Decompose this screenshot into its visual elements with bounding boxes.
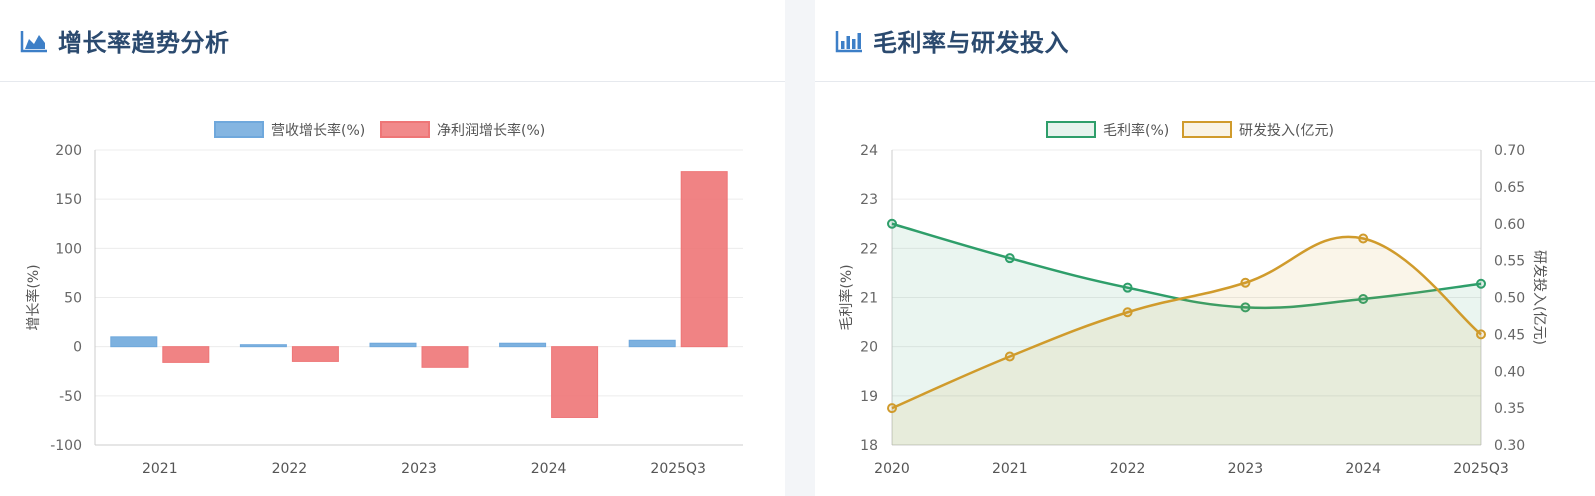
gross-margin-point [1476, 278, 1486, 289]
margin-rd-card: 毛利率与研发投入 毛利率(%) 研发投入(亿元) 24 23 22 21 20 19 18 0.7… [815, 0, 1595, 496]
y-tick-label: 21 [860, 291, 878, 307]
card-header: 毛利率与研发投入 [815, 0, 1595, 82]
y-tick-label: 19 [860, 389, 878, 405]
y-tick-label: 50 [64, 291, 82, 307]
page-title: 增长率趋势分析 [58, 29, 230, 57]
gross-margin-point [1122, 282, 1133, 293]
gross-margin-point [887, 218, 897, 229]
x-tick-label: 2023 [401, 461, 437, 477]
y-right-tick-label: 0.65 [1494, 180, 1525, 196]
rd-investment-point [1476, 329, 1486, 340]
y-right-tick-label: 0.40 [1494, 364, 1525, 380]
rd-investment-area [892, 236, 1481, 445]
profit-growth-bar [421, 346, 469, 368]
revenue-growth-bar [239, 344, 287, 348]
growth-trend-card: 增长率趋势分析 营收增长率(%) 净利润增长率(%) 200 150 100 50 0 -50… [0, 0, 785, 496]
chart-legend: 毛利率(%) 研发投入(亿元) [1046, 121, 1334, 139]
legend-label: 净利润增长率(%) [437, 122, 545, 139]
y-tick-label: 22 [860, 241, 878, 257]
profit-growth-bar [162, 346, 210, 363]
revenue-growth-bar [628, 339, 676, 348]
rd-investment-point [1004, 351, 1015, 362]
y-tick-label: 100 [55, 241, 82, 257]
rd-investment-point [1240, 277, 1251, 288]
x-tick-label: 2024 [1345, 461, 1381, 477]
y-tick-label: 0 [73, 340, 82, 356]
legend-swatch [214, 121, 264, 138]
x-tick-label: 2021 [142, 461, 178, 477]
y-tick-label: 23 [860, 192, 878, 208]
rd-investment-point [887, 403, 897, 414]
y-tick-label: -100 [50, 438, 82, 454]
bar-chart-icon [835, 30, 862, 52]
rd-investment-point [1358, 233, 1369, 244]
growth-rate-bar-chart: 营收增长率(%) 净利润增长率(%) 200 150 100 50 0 -50 -100 增长率(… [25, 121, 743, 477]
y-axis-label: 毛利率(%) [838, 264, 855, 330]
gross-margin-point [1004, 253, 1015, 264]
profit-growth-bar [291, 346, 339, 362]
y-tick-label: 150 [55, 192, 82, 208]
area-chart-icon [20, 30, 47, 52]
revenue-growth-bar [369, 342, 417, 348]
y-right-tick-label: 0.45 [1494, 327, 1525, 343]
rd-investment-point [1122, 307, 1133, 318]
y-axis-label: 增长率(%) [25, 264, 42, 330]
rd-investment-line [891, 235, 1482, 410]
y-right-tick-label: 0.55 [1494, 254, 1525, 270]
gross-margin-area [892, 223, 1481, 445]
x-tick-label: 2024 [531, 461, 567, 477]
y-right-tick-label: 0.35 [1494, 401, 1525, 417]
x-tick-label: 2022 [1110, 461, 1146, 477]
legend-swatch [1182, 121, 1232, 138]
y-tick-label: 200 [55, 143, 82, 159]
y-right-tick-label: 0.60 [1494, 217, 1525, 233]
y-tick-label: 20 [860, 340, 878, 356]
gross-margin-point [1240, 302, 1251, 313]
legend-swatch [380, 121, 430, 138]
chart-legend: 营收增长率(%) 净利润增长率(%) [214, 121, 545, 139]
legend-label: 研发投入(亿元) [1239, 123, 1334, 139]
x-tick-label: 2020 [874, 461, 910, 477]
x-tick-label: 2022 [272, 461, 308, 477]
margin-rd-line-chart: 毛利率(%) 研发投入(亿元) 24 23 22 21 20 19 18 0.70 0.65 0.60… [838, 121, 1547, 477]
x-tick-label: 2025Q3 [1453, 461, 1509, 477]
page-title: 毛利率与研发投入 [873, 29, 1069, 57]
legend-label: 营收增长率(%) [271, 122, 365, 139]
x-tick-label: 2023 [1228, 461, 1264, 477]
gross-margin-point [1358, 293, 1369, 304]
y-right-tick-label: 0.70 [1494, 143, 1525, 159]
profit-growth-bar [551, 346, 599, 418]
y-tick-label: 18 [860, 438, 878, 454]
x-tick-label: 2025Q3 [650, 461, 706, 477]
x-tick-label: 2021 [992, 461, 1028, 477]
profit-growth-bar [680, 171, 728, 348]
y-axis-right-label: 研发投入(亿元) [1531, 250, 1547, 345]
revenue-growth-bar [110, 336, 158, 348]
legend-swatch [1046, 121, 1096, 138]
revenue-growth-bar [499, 342, 547, 348]
card-header: 增长率趋势分析 [0, 0, 785, 82]
y-right-tick-label: 0.50 [1494, 291, 1525, 307]
legend-label: 毛利率(%) [1103, 122, 1169, 139]
y-tick-label: 24 [860, 143, 878, 159]
y-right-tick-label: 0.30 [1494, 438, 1525, 454]
y-tick-label: -50 [59, 389, 82, 405]
